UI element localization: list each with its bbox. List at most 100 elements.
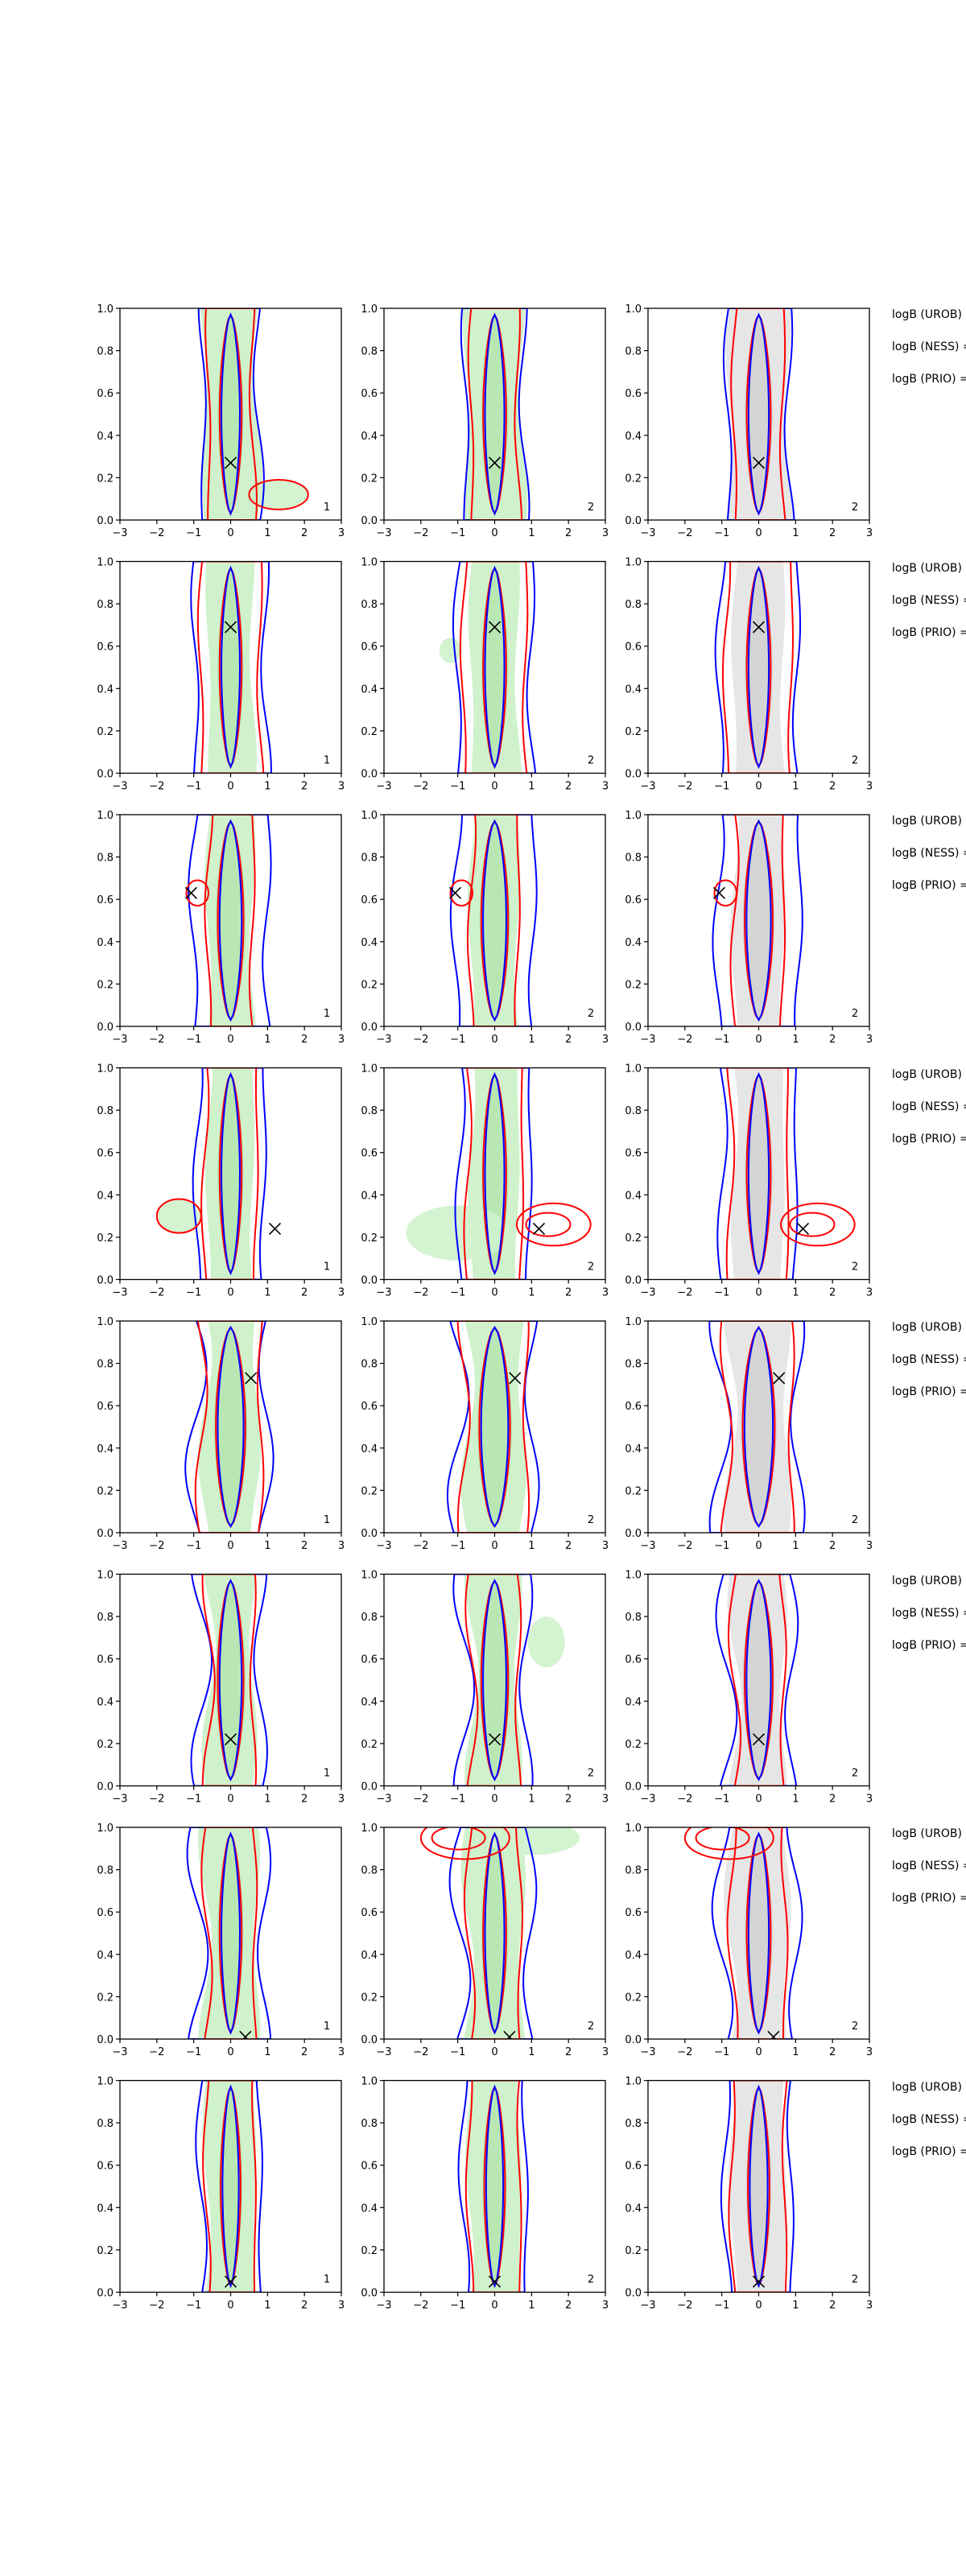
plot-area xyxy=(186,1827,272,2039)
blue-contour-inner xyxy=(220,565,242,770)
panel-r3-c1: 1 −3 −2 −1 0 1 2 3 0.0 0.2 0.4 0.6 0.8 1.0 xyxy=(97,810,345,1046)
x-tick-label: 2 xyxy=(301,1287,308,1299)
x-tick-label: 2 xyxy=(565,1794,572,1806)
x-tick-label: 3 xyxy=(866,781,873,793)
plot-area xyxy=(439,561,537,774)
y-tick-label: 0.8 xyxy=(361,1105,378,1117)
true-value-marker xyxy=(224,456,237,469)
panel-r5-c1: 1 −3 −2 −1 0 1 2 3 0.0 0.2 0.4 0.6 0.8 1.0 xyxy=(97,1316,345,1552)
plot-area xyxy=(155,1067,282,1280)
y-tick-label: 1.0 xyxy=(625,1823,642,1835)
x-tick-label: 1 xyxy=(528,1034,535,1046)
true-value-marker xyxy=(268,1222,282,1235)
y-tick-label: 0.4 xyxy=(361,2202,378,2215)
true-value-marker xyxy=(767,2030,780,2039)
density-fill-inner xyxy=(217,1074,244,1274)
y-tick-label: 0.0 xyxy=(361,2034,378,2046)
y-tick-label: 0.0 xyxy=(97,2034,114,2046)
x-tick-label: 3 xyxy=(338,527,345,539)
x-tick-label: −2 xyxy=(149,1540,164,1552)
y-tick-label: 0.2 xyxy=(97,1992,114,2004)
y-tick-label: 0.6 xyxy=(97,1148,114,1160)
y-tick-label: 0.6 xyxy=(361,1148,378,1160)
x-tick-label: 1 xyxy=(792,1794,799,1806)
true-value-marker xyxy=(796,1222,810,1235)
panel-r1-c1: 1 −3 −2 −1 0 1 2 3 0.0 0.2 0.4 0.6 0.8 1.0 xyxy=(97,303,345,539)
density-fill-inner xyxy=(479,1580,510,1780)
plot-area xyxy=(197,308,309,520)
red-contour-outer xyxy=(719,1321,795,1533)
logb-ness-label: logB (NESS) = xyxy=(892,2112,966,2126)
panel-label: 1 xyxy=(324,2274,330,2286)
x-tick-label: −2 xyxy=(413,527,428,539)
x-tick-label: −1 xyxy=(714,1034,729,1046)
blue-contour-outer xyxy=(452,561,537,774)
logb-prio-label: logB (PRIO) = xyxy=(892,1638,966,1652)
x-tick-label: −2 xyxy=(413,2046,428,2058)
x-tick-label: 3 xyxy=(338,1034,345,1046)
y-tick-label: 0.4 xyxy=(625,937,642,949)
panel-label: 2 xyxy=(852,1514,858,1526)
plot-area xyxy=(457,2080,529,2293)
x-tick-label: 0 xyxy=(227,1540,233,1552)
x-tick-label: 1 xyxy=(264,1287,270,1299)
logb-urob-label: logB (UROB) = xyxy=(892,1067,966,1081)
x-tick-label: −1 xyxy=(450,1034,465,1046)
y-tick-label: 0.2 xyxy=(625,726,642,738)
panel-label: 2 xyxy=(852,1768,858,1780)
density-fill-inner xyxy=(213,1327,248,1527)
blue-contour-inner xyxy=(745,1579,772,1781)
panel-label: 2 xyxy=(588,755,594,767)
logb-urob-label: logB (UROB) = xyxy=(892,815,966,828)
blue-contour-outer xyxy=(186,1827,272,2039)
red-contour-lobe-inner xyxy=(525,1212,572,1237)
y-tick-label: 0.6 xyxy=(361,1401,378,1413)
y-tick-label: 0.6 xyxy=(625,1654,642,1666)
x-tick-label: 0 xyxy=(227,1034,233,1046)
x-tick-label: 0 xyxy=(491,2300,497,2312)
logb-ness-label: logB (NESS) = xyxy=(892,847,966,860)
x-tick-label: −1 xyxy=(714,1794,729,1806)
plot-area xyxy=(722,308,795,520)
y-tick-label: 1.0 xyxy=(625,1063,642,1075)
x-tick-label: −1 xyxy=(714,1540,729,1552)
true-value-marker xyxy=(488,1733,502,1746)
x-tick-label: −3 xyxy=(640,1794,655,1806)
true-value-marker xyxy=(503,2030,516,2039)
blue-contour-outer xyxy=(184,1321,275,1533)
red-contour-outer xyxy=(463,1067,525,1280)
y-tick-label: 0.2 xyxy=(361,726,378,738)
blue-contour-inner xyxy=(745,819,772,1022)
plot-area xyxy=(708,1321,806,1533)
x-tick-label: 0 xyxy=(227,1287,233,1299)
blue-contour-inner xyxy=(220,312,242,516)
y-tick-label: 0.2 xyxy=(625,1232,642,1245)
y-tick-label: 0.4 xyxy=(625,1190,642,1202)
y-tick-label: 0.2 xyxy=(361,979,378,991)
red-contour-outer xyxy=(464,2080,522,2293)
true-value-marker xyxy=(224,621,237,634)
panel-label: 1 xyxy=(324,1008,330,1020)
x-tick-label: −1 xyxy=(186,1287,201,1299)
x-tick-label: 2 xyxy=(301,2300,308,2312)
row-notes: logB (UROB) = logB (NESS) = logB (PRIO) … xyxy=(892,815,966,895)
blue-contour-outer xyxy=(708,1321,806,1533)
x-tick-label: −3 xyxy=(112,781,127,793)
x-tick-label: 1 xyxy=(792,527,799,539)
red-contour-outer xyxy=(204,308,258,520)
x-tick-label: 2 xyxy=(829,1540,836,1552)
y-tick-label: 0.6 xyxy=(97,1907,114,1919)
y-tick-label: 0.2 xyxy=(97,2245,114,2257)
red-contour-outer xyxy=(196,561,265,774)
blue-contour-outer xyxy=(190,561,273,774)
x-tick-label: 3 xyxy=(866,527,873,539)
y-tick-label: 1.0 xyxy=(97,557,114,569)
blue-contour-inner xyxy=(218,1579,243,1781)
y-tick-label: 0.0 xyxy=(361,769,378,781)
red-contour-lobe-inner xyxy=(789,1212,836,1237)
logb-prio-label: logB (PRIO) = xyxy=(892,625,966,639)
y-tick-label: 1.0 xyxy=(361,1570,378,1582)
blue-contour-outer xyxy=(197,308,265,520)
x-tick-label: −3 xyxy=(640,2046,655,2058)
